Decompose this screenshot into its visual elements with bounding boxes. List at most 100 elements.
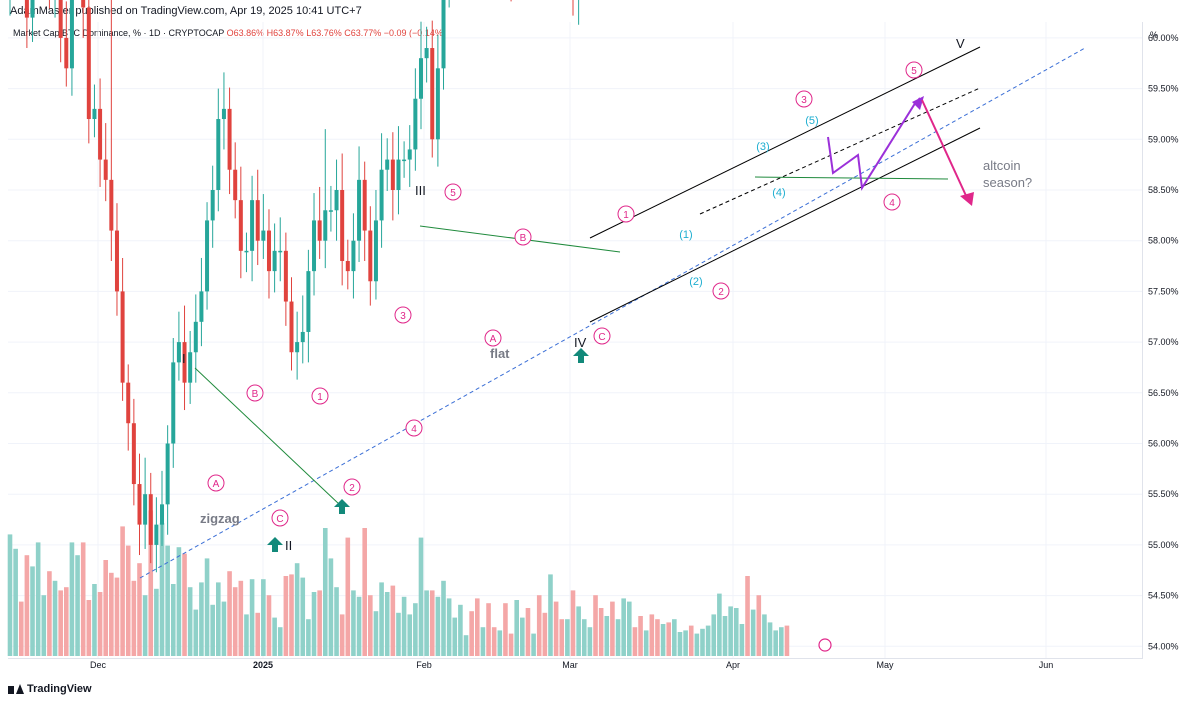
price-tick-label: 58.00% [1148,236,1179,246]
volume-bar [373,611,379,656]
wave-3-label-circle [394,306,412,324]
volume-bar [210,604,215,656]
candle-body [261,230,266,241]
channel-lower [589,127,981,323]
volume-bar [52,580,58,656]
wave-5b-label-circle [905,61,923,79]
candle-body [390,159,395,190]
candle-body [357,179,362,241]
volume-bar [700,628,705,656]
time-axis: Dec 2025 Feb Mar Apr May Jun [90,660,1053,670]
candle-body [441,0,446,69]
volume-bar [18,601,24,656]
grid [8,22,1142,658]
candle-body [176,342,181,363]
volume-bar [435,596,441,656]
volume-bar [396,612,401,656]
wave-4-label: 4 [411,424,417,435]
candle-body [418,58,423,99]
wave-V-label: V [956,36,965,51]
wave-B-label-circle [246,384,264,402]
candle-body [227,108,232,170]
volume-bar [655,619,660,656]
volume-bar [694,633,700,656]
volume-bar [249,579,255,656]
volume-bar [621,598,626,656]
volume-bar [733,608,739,656]
price-tick-label: 55.00% [1148,540,1179,550]
volume-bar [24,555,30,656]
volume-bar [784,625,790,656]
wave-1-label-circle [311,387,329,405]
volume-bar [401,596,407,656]
candle-body [160,504,165,525]
symbol-name[interactable]: Market Cap BTC Dominance, % · 1D · CRYPT… [13,28,225,38]
wave-A-label: A [213,479,220,490]
volume-bar [683,630,688,656]
candle-body [328,210,333,212]
wave-A-label-circle [207,474,225,492]
volume-bar [480,627,486,656]
wave-IV-label: IV [574,335,587,350]
volume-bar [80,542,86,656]
volume-bar [120,526,125,656]
candle-body [233,169,238,201]
volume-bar [441,580,446,656]
volume-bar [125,545,131,656]
candle-body [255,200,260,241]
time-tick-label: Jun [1039,660,1054,670]
wave-C2-label-circle [593,327,611,345]
volume-bar [58,590,63,656]
wave-1b-label-circle [617,205,635,223]
wave-II-label: II [285,538,292,553]
candle-body [385,159,390,170]
candle-body [109,179,114,231]
volume-bar [469,611,474,656]
decline-arrow-head [960,192,974,206]
candle-body [345,260,350,272]
candle-body [362,179,367,231]
candle-body [250,200,255,251]
wave-2-label: 2 [349,483,355,494]
candle-body [266,230,271,272]
candle-body [182,342,187,383]
volume-bar [109,572,114,656]
candle-body [86,7,91,120]
volume-bar [148,510,154,656]
volume-bar [154,588,159,656]
symbol-legend: Market Cap BTC Dominance, % · 1D · CRYPT… [13,28,446,38]
projection-arrow-head [912,96,924,110]
volume-bar [339,614,345,656]
wave-C2-label: C [598,332,605,343]
candle-body [69,0,74,69]
volume-bar [176,547,182,656]
candle-body [143,494,148,525]
candle-body [193,321,198,353]
volume-bar [92,584,97,656]
volume-bar [294,563,300,656]
ohlc-open: O63.86% [226,28,265,38]
candle-body [317,220,322,241]
candle-body [312,220,317,272]
price-axis-unit: % [1150,30,1158,40]
candle-body [435,68,440,140]
tradingview-logo-icon [8,684,24,694]
wave-B2-label: B [520,233,527,244]
candle-body [137,484,142,525]
volume-bar [165,545,170,656]
candle-body [283,250,288,302]
volume-bar [193,609,199,656]
candle-body [351,240,356,272]
candle-body [334,190,339,211]
volume-bar [199,582,204,656]
volume-bar [30,566,35,656]
volume-bar [86,600,92,656]
volume-bar [497,630,503,656]
volume-bar [244,614,249,656]
volume-bar [413,603,418,656]
tradingview-footer[interactable]: TradingView [8,683,92,695]
volume-bar [446,598,452,656]
volume-bar [508,633,514,656]
candle-body [148,494,153,545]
